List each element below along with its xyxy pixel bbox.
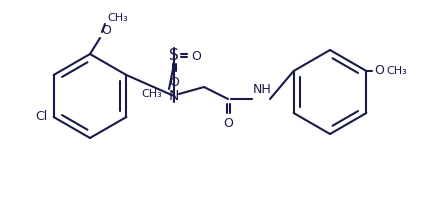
Text: O: O — [169, 76, 178, 89]
Text: S: S — [169, 49, 178, 63]
Text: O: O — [374, 64, 384, 77]
Text: N: N — [169, 89, 179, 103]
Text: Cl: Cl — [35, 110, 48, 124]
Text: CH₃: CH₃ — [385, 66, 406, 76]
Text: NH: NH — [252, 83, 271, 96]
Text: O: O — [101, 24, 111, 37]
Text: O: O — [223, 117, 232, 130]
Text: O: O — [190, 50, 200, 62]
Text: CH₃: CH₃ — [141, 89, 162, 99]
Text: CH₃: CH₃ — [107, 13, 127, 23]
